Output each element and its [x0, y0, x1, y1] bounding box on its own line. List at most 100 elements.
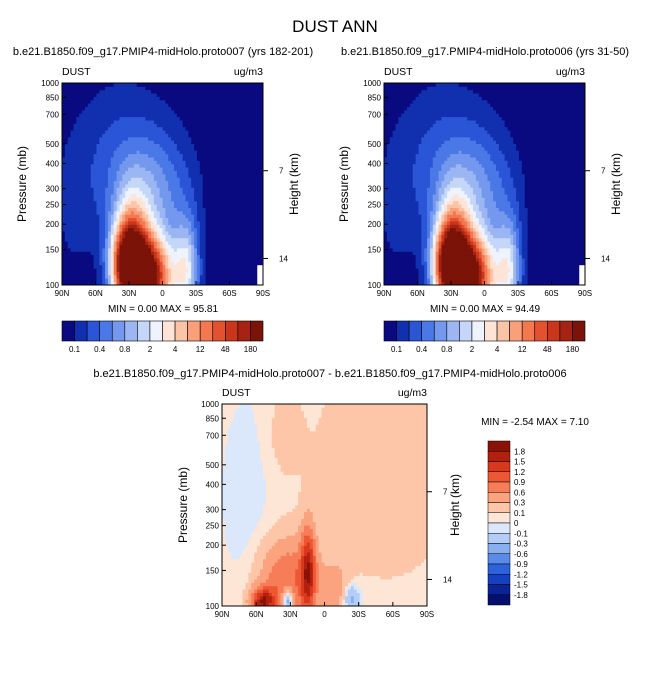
field-cell	[228, 130, 232, 134]
field-cell	[142, 130, 146, 134]
field-cell	[237, 153, 241, 158]
field-cell	[136, 224, 140, 229]
field-cell	[576, 274, 580, 279]
field-cell	[211, 113, 215, 118]
field-cell	[82, 177, 86, 182]
field-cell	[427, 281, 431, 285]
field-cell	[191, 207, 195, 212]
field-cell	[110, 133, 115, 138]
field-cell	[398, 254, 402, 259]
field-cell	[242, 160, 247, 165]
field-cell	[162, 120, 166, 124]
field-cell	[257, 221, 261, 225]
field-cell	[128, 140, 132, 144]
field-cell	[168, 93, 172, 97]
field-cell	[389, 274, 394, 279]
field-cell	[245, 197, 250, 202]
field-cell	[168, 120, 172, 124]
field-cell	[194, 83, 198, 87]
field-cell	[495, 264, 500, 269]
field-cell	[384, 268, 388, 272]
field-cell	[518, 258, 523, 262]
field-cell	[211, 271, 215, 276]
field-cell	[173, 153, 178, 158]
field-cell	[70, 143, 74, 148]
field-cell	[185, 167, 189, 171]
field-cell	[251, 96, 255, 101]
field-cell	[93, 157, 97, 161]
field-cell	[76, 180, 80, 185]
field-cell	[191, 231, 195, 235]
field-cell	[64, 109, 69, 114]
field-cell	[248, 143, 252, 148]
field-cell	[148, 278, 152, 283]
field-cell	[110, 210, 115, 215]
field-cell	[151, 258, 155, 262]
field-cell	[168, 221, 172, 225]
field-cell	[464, 258, 468, 262]
field-cell	[84, 224, 89, 229]
field-cell	[435, 281, 439, 285]
field-cell	[490, 268, 494, 272]
field-cell	[139, 261, 143, 266]
field-cell	[82, 221, 86, 225]
field-cell	[105, 217, 109, 222]
field-cell	[116, 96, 120, 101]
field-cell	[415, 251, 419, 256]
field-cell	[148, 231, 152, 235]
field-cell	[173, 177, 178, 182]
field-cell	[240, 157, 244, 161]
field-cell	[495, 281, 500, 285]
field-cell	[179, 120, 183, 124]
field-cell	[501, 261, 505, 266]
field-cell	[168, 274, 172, 279]
field-cell	[254, 126, 258, 131]
field-cell	[237, 200, 241, 205]
field-cell	[260, 133, 263, 138]
field-cell	[70, 264, 74, 269]
field-cell	[199, 204, 204, 208]
field-cell	[87, 130, 92, 134]
field-cell	[386, 258, 391, 262]
field-cell	[225, 224, 229, 229]
field-cell	[251, 86, 255, 91]
field-cell	[199, 281, 204, 285]
field-cell	[188, 237, 192, 242]
field-cell	[245, 254, 250, 259]
field-cell	[240, 86, 244, 91]
field-cell	[133, 207, 138, 212]
field-cell	[196, 241, 201, 245]
field-cell	[162, 153, 166, 158]
field-cell	[116, 271, 120, 276]
field-cell	[165, 93, 169, 97]
field-cell	[90, 93, 94, 97]
field-cell	[87, 143, 92, 148]
field-cell	[240, 150, 244, 155]
field-cell	[130, 93, 135, 97]
field-cell	[119, 204, 123, 208]
field-cell	[159, 200, 163, 205]
field-cell	[168, 96, 172, 101]
field-cell	[79, 157, 83, 161]
field-cell	[217, 207, 221, 212]
field-cell	[404, 281, 408, 285]
field-cell	[133, 83, 138, 87]
field-cell	[202, 281, 206, 285]
field-cell	[222, 227, 227, 232]
field-cell	[93, 187, 97, 192]
field-cell	[257, 130, 261, 134]
field-cell	[219, 96, 224, 101]
field-cell	[240, 96, 244, 101]
colorbar-swatch	[99, 320, 113, 342]
field-cell	[231, 281, 235, 285]
field-cell	[73, 237, 77, 242]
field-cell	[130, 109, 135, 114]
field-cell	[237, 221, 241, 225]
field-cell	[237, 227, 241, 232]
field-cell	[116, 116, 120, 121]
field-cell	[199, 278, 204, 283]
field-cell	[76, 258, 80, 262]
field-cell	[73, 146, 77, 151]
field-cell	[231, 184, 235, 188]
field-cell	[128, 234, 132, 239]
